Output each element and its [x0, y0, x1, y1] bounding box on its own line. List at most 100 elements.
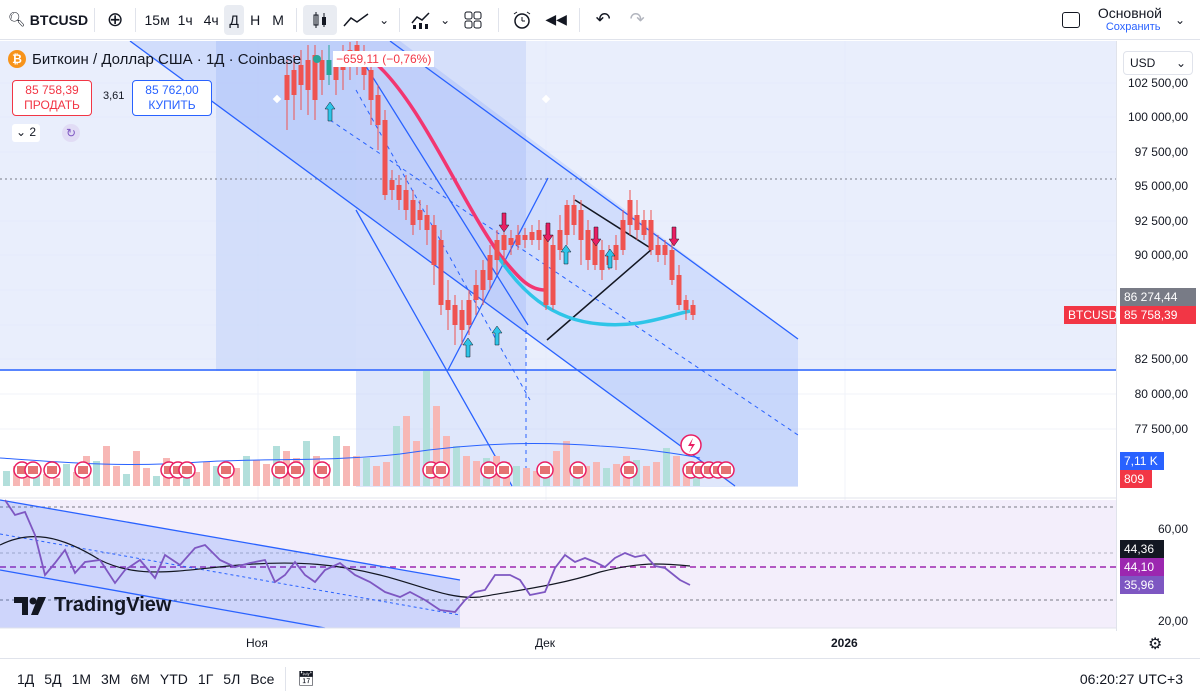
sell-button[interactable]: 85 758,39 ПРОДАТЬ [12, 80, 92, 116]
volume-bar [203, 462, 210, 486]
symbol-title[interactable]: Биткоин / Доллар США · 1Д · Coinbase [32, 50, 302, 68]
price-label: 90 000,00 [1134, 248, 1188, 262]
chart-canvas[interactable] [0, 41, 1200, 657]
spread-value: 3,61 [103, 90, 125, 102]
fullscreen-toggle[interactable] [1056, 5, 1086, 35]
candle-body [599, 250, 605, 270]
chevron-down-icon: ⌄ [379, 12, 390, 27]
candle-body [473, 285, 479, 300]
rsi-pane[interactable] [0, 497, 1116, 629]
volume-bar [443, 436, 450, 486]
market-status-dot [313, 55, 322, 63]
volume-bar [663, 448, 670, 486]
range-5y[interactable]: 5Л [223, 670, 241, 687]
range-all[interactable]: Все [250, 670, 275, 687]
flag-icon [275, 466, 285, 474]
candle-body [438, 240, 444, 305]
candle-body [312, 55, 318, 100]
divider [399, 7, 401, 32]
buy-button[interactable]: 85 762,00 КУПИТЬ [132, 80, 212, 116]
interval-day[interactable]: Д [224, 4, 245, 35]
tradingview-logo: TradingView [14, 594, 171, 617]
indicators-button[interactable] [406, 5, 436, 35]
range-1d[interactable]: 1Д [17, 670, 35, 687]
grid-icon [464, 11, 482, 28]
replay-button[interactable]: ◀◀ [539, 5, 573, 35]
price-label: 100 000,00 [1127, 110, 1188, 124]
flag-icon [221, 466, 231, 474]
ma-red-line[interactable] [370, 58, 546, 292]
brand-name: TradingView [54, 594, 172, 616]
alert-button[interactable] [505, 5, 539, 35]
range-ytd[interactable]: YTD [159, 670, 188, 687]
candles[interactable] [284, 41, 696, 345]
flag-icon [484, 466, 494, 474]
price-label: 82 500,00 [1134, 352, 1188, 366]
candle-body [564, 205, 570, 235]
interval-15m[interactable]: 15м [144, 11, 170, 28]
refresh-icon[interactable]: ↻ [62, 124, 80, 142]
goto-date-button[interactable]: 📅︎ [292, 670, 320, 687]
price-label: 92 500,00 [1134, 214, 1188, 228]
chart-type-button[interactable] [303, 4, 338, 35]
indicators-toggle[interactable]: ⌄ 2 [12, 124, 41, 142]
candles-icon [313, 11, 327, 28]
candle-body [459, 310, 465, 330]
divider [285, 666, 287, 691]
undo-icon: ↶ [595, 9, 611, 29]
layout-button[interactable] [454, 5, 492, 35]
volume-bar [143, 468, 150, 486]
volume-bar [353, 456, 360, 486]
undo-button[interactable]: ↶ [586, 5, 620, 35]
range-1m[interactable]: 1М [71, 670, 92, 687]
range-1y[interactable]: 1Г [197, 670, 214, 687]
candle-body [655, 245, 661, 255]
last-price-badge: 86 274,44 [1120, 288, 1196, 306]
indicators-dropdown[interactable]: ⌄ [436, 5, 454, 35]
price-label: 97 500,00 [1134, 145, 1188, 159]
range-3m[interactable]: 3М [101, 670, 121, 687]
ma-cyan-line[interactable] [495, 254, 691, 327]
candle-body [578, 210, 584, 240]
alarm-clock-icon [513, 11, 531, 29]
candle-body [571, 205, 577, 225]
candle-body [319, 60, 325, 80]
interval-4h[interactable]: 4ч [203, 11, 219, 28]
interval-month[interactable]: М [272, 11, 284, 28]
volume-bar [153, 476, 160, 486]
trend-channels[interactable] [129, 41, 799, 487]
volume-bar [243, 456, 250, 486]
candle-body [522, 235, 528, 240]
layout-dropdown[interactable]: ⌄ [1168, 5, 1192, 35]
chart-type-dropdown[interactable]: ⌄ [375, 5, 393, 35]
candle-body [368, 70, 374, 100]
volume-bar [253, 460, 260, 486]
range-6m[interactable]: 6М [130, 670, 150, 687]
interval-1h[interactable]: 1ч [177, 11, 193, 28]
triangle-pattern[interactable] [546, 199, 653, 341]
flag-icon [573, 466, 583, 474]
clock[interactable]: 06:20:27 UTC+3 [1079, 670, 1183, 687]
layout-save-menu[interactable]: Основной Сохранить [1092, 5, 1168, 35]
candle-body [501, 235, 507, 250]
compare-button[interactable]: ⊕ [101, 5, 129, 35]
lightning-event[interactable] [680, 434, 702, 456]
line-chart-icon [343, 12, 369, 26]
price-axis[interactable]: USD ⌄ [1116, 41, 1200, 631]
candle-body [669, 250, 675, 280]
symbol-search[interactable]: 🔍︎ BTCUSD [8, 5, 88, 35]
settings-icon[interactable]: ⚙ [1148, 636, 1163, 653]
volume-bar [93, 461, 100, 486]
redo-button[interactable]: ↷ [620, 5, 654, 35]
line-chart-button[interactable] [337, 5, 375, 35]
price-label: 80 000,00 [1134, 387, 1188, 401]
candle-body [627, 200, 633, 225]
indicators-count: 2 [29, 125, 37, 139]
range-5d[interactable]: 5Д [44, 670, 62, 687]
buy-price: 85 762,00 [145, 83, 199, 97]
candle-body [494, 240, 500, 260]
currency-selector[interactable]: USD ⌄ [1123, 51, 1193, 75]
interval-week[interactable]: Н [250, 11, 261, 28]
economic-events[interactable] [13, 461, 735, 479]
time-label: Дек [535, 636, 556, 650]
